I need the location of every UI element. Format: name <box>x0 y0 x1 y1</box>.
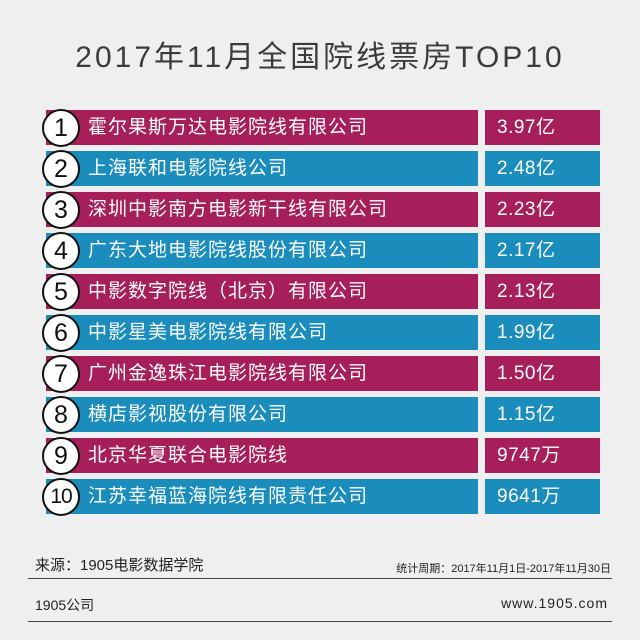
period-text: 统计周期：2017年11月1日-2017年11月30日 <box>396 563 611 575</box>
cinema-name-bar: 广州金逸珠江电影院线有限公司 <box>46 356 478 391</box>
rank-badge: 8 <box>42 396 80 434</box>
cinema-name: 广东大地电影院线股份有限公司 <box>88 240 369 261</box>
box-office-value: 1.50亿 <box>485 356 600 391</box>
source-text: 来源：1905电影数据学院 <box>35 557 204 574</box>
divider <box>28 621 612 622</box>
rank-row: 中影星美电影院线有限公司 6 1.99亿 <box>0 314 640 352</box>
rank-badge: 9 <box>42 437 80 475</box>
box-office-value: 1.15亿 <box>485 397 600 432</box>
box-office-value: 9641万 <box>485 479 600 514</box>
box-office-value: 1.99亿 <box>485 315 600 350</box>
rank-badge: 3 <box>42 191 80 229</box>
rank-badge: 1 <box>42 109 80 147</box>
company-name: 1905公司 <box>35 597 95 613</box>
rank-row: 霍尔果斯万达电影院线有限公司 1 3.97亿 <box>0 109 640 147</box>
cinema-name-bar: 横店影视股份有限公司 <box>46 397 478 432</box>
box-office-value: 2.17亿 <box>485 233 600 268</box>
cinema-name-bar: 中影数字院线（北京）有限公司 <box>46 274 478 309</box>
rank-badge: 10 <box>42 478 80 516</box>
rank-badge: 4 <box>42 232 80 270</box>
rank-badge: 7 <box>42 355 80 393</box>
cinema-name-bar: 霍尔果斯万达电影院线有限公司 <box>46 110 478 145</box>
rank-row: 中影数字院线（北京）有限公司 5 2.13亿 <box>0 273 640 311</box>
cinema-name-bar: 广东大地电影院线股份有限公司 <box>46 233 478 268</box>
page-title: 2017年11月全国院线票房TOP10 <box>75 41 565 74</box>
rank-row: 北京华夏联合电影院线 9 9747万 <box>0 437 640 475</box>
rank-row: 广东大地电影院线股份有限公司 4 2.17亿 <box>0 232 640 270</box>
cinema-name-bar: 上海联和电影院线公司 <box>46 151 478 186</box>
rank-badge: 2 <box>42 150 80 188</box>
rank-badge: 6 <box>42 314 80 352</box>
rank-row: 广州金逸珠江电影院线有限公司 7 1.50亿 <box>0 355 640 393</box>
cinema-name: 深圳中影南方电影新干线有限公司 <box>88 199 389 220</box>
cinema-name: 中影数字院线（北京）有限公司 <box>88 281 369 302</box>
website-text: www.1905.com <box>501 595 608 611</box>
cinema-name: 中影星美电影院线有限公司 <box>88 322 329 343</box>
cinema-name-bar: 江苏幸福蓝海院线有限责任公司 <box>46 479 478 514</box>
cinema-name: 上海联和电影院线公司 <box>88 158 289 179</box>
cinema-name: 江苏幸福蓝海院线有限责任公司 <box>88 486 369 507</box>
box-office-value: 2.13亿 <box>485 274 600 309</box>
cinema-name-bar: 中影星美电影院线有限公司 <box>46 315 478 350</box>
rank-row: 横店影视股份有限公司 8 1.15亿 <box>0 396 640 434</box>
rank-badge: 5 <box>42 273 80 311</box>
rank-row: 上海联和电影院线公司 2 2.48亿 <box>0 150 640 188</box>
rank-row: 江苏幸福蓝海院线有限责任公司 10 9641万 <box>0 478 640 516</box>
cinema-name: 广州金逸珠江电影院线有限公司 <box>88 363 369 384</box>
cinema-name-bar: 北京华夏联合电影院线 <box>46 438 478 473</box>
cinema-name: 横店影视股份有限公司 <box>88 404 289 425</box>
ranking-table: 霍尔果斯万达电影院线有限公司 1 3.97亿 上海联和电影院线公司 2 2.48… <box>0 109 640 520</box>
box-office-value: 2.48亿 <box>485 151 600 186</box>
box-office-value: 3.97亿 <box>485 110 600 145</box>
cinema-name-bar: 深圳中影南方电影新干线有限公司 <box>46 192 478 227</box>
cinema-name: 北京华夏联合电影院线 <box>88 445 289 466</box>
box-office-value: 9747万 <box>485 438 600 473</box>
cinema-name: 霍尔果斯万达电影院线有限公司 <box>88 117 369 138</box>
rank-row: 深圳中影南方电影新干线有限公司 3 2.23亿 <box>0 191 640 229</box>
divider <box>28 578 612 579</box>
box-office-value: 2.23亿 <box>485 192 600 227</box>
